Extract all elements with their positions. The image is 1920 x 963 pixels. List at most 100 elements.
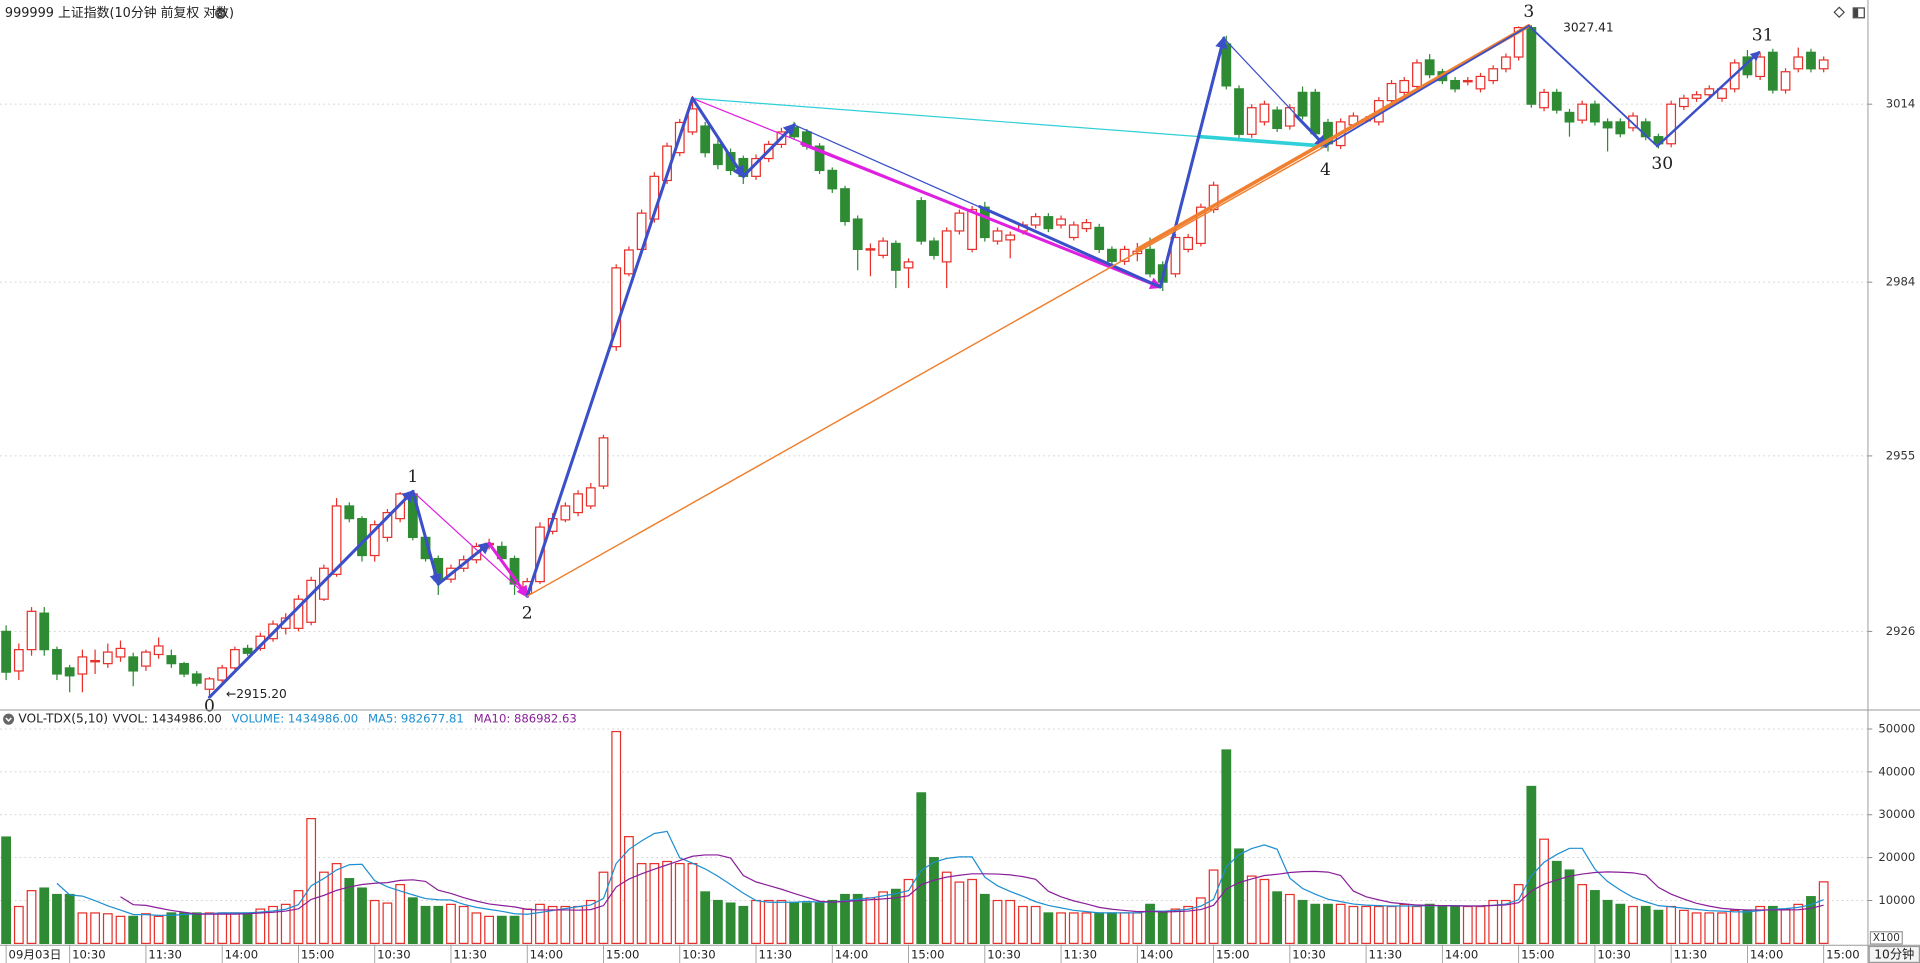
volume-bar [306,817,317,945]
wave-line [412,490,528,597]
candle-body [1666,103,1677,145]
candle-body [39,612,50,651]
candle-body [191,673,202,684]
candle-body [611,267,622,348]
x-tick-label: 11:30 [1674,948,1708,962]
candle-body [1717,88,1727,99]
volume-bar [1450,905,1460,945]
volume-bar [153,915,164,945]
candle-body [1678,97,1689,108]
candle-body [382,511,393,538]
wave-label: 31 [1752,25,1774,45]
volume-bar [1068,912,1079,945]
volume-bar [407,897,418,945]
volume-bar [268,905,278,945]
volume-bar [1678,909,1689,945]
candle-body [1691,94,1702,99]
volume-readout: MA10: 886982.63 [474,712,577,726]
x-tick-label: 15:00 [606,948,640,962]
candle-body [573,493,583,514]
x-tick-label: 11:30 [1369,948,1403,962]
volume-y-tick-label: 30000 [1878,807,1915,821]
volume-bar [1373,905,1384,945]
volume-bar [484,915,495,945]
candle-body [1,630,12,673]
volume-unit: X100 [1873,932,1900,944]
volume-bar [1170,908,1181,945]
volume-bar [1094,912,1105,945]
volume-bar [179,912,189,945]
volume-bar [13,905,24,945]
volume-bar [763,899,774,945]
wave-label: 1 [407,467,418,487]
volume-bar [1488,899,1499,945]
volume-bar [1806,896,1816,945]
candle-body [1793,56,1804,70]
panel-icon[interactable] [1852,7,1865,19]
candle-body [128,656,139,672]
volume-bar [611,730,622,945]
candle-body [1577,103,1588,121]
candle-body [1513,26,1524,58]
volume-bar [992,899,1003,945]
volume-bar [1729,909,1740,945]
volume-bar [1513,884,1524,945]
volume-bar [1119,912,1130,945]
candle-body [1818,59,1829,70]
volume-bar [1259,878,1270,945]
volume-title: VOL-TDX(5,10) [18,712,108,726]
volume-bar [357,887,367,945]
volume-bar [1081,912,1092,945]
period-box[interactable] [1868,945,1920,963]
volume-bar [280,903,291,945]
wave-line [436,541,492,586]
volume-bar [509,915,520,945]
volume-bar [1234,848,1244,945]
volume-bar [446,903,456,945]
volume-ma-line [120,854,1824,915]
volume-bar [1615,903,1626,945]
volume-bar [458,905,469,945]
volume-bar [890,888,901,945]
candle-body [153,645,164,656]
x-tick-label: 10:30 [682,948,716,962]
candle-body [1551,91,1562,111]
volume-bar [662,860,672,945]
y-tick-label: 2926 [1886,624,1916,638]
volume-bar [1157,912,1168,945]
volume-bar [1475,905,1486,945]
volume-bar [1043,912,1054,945]
wave-line [1199,134,1328,148]
volume-bar [293,890,304,945]
wave-line [741,123,796,178]
candle-body [712,143,723,166]
candle-body [1259,103,1270,123]
volume-bar [789,902,800,945]
candle-body [1145,248,1155,275]
candle-body [840,188,850,223]
title-menu-icon[interactable] [214,7,226,19]
candle-body [1767,51,1778,91]
candle-body [1272,109,1283,130]
candle-body [865,248,876,251]
volume-menu-icon[interactable] [3,713,15,725]
period-label: 10分钟 [1874,947,1914,962]
x-tick-label: 14:00 [1750,948,1784,962]
volume-bar [585,899,596,945]
candle-body [1068,224,1079,239]
volume-bar [255,908,266,945]
volume-bar [967,878,977,945]
wave-line [1135,24,1531,252]
candle-body [954,212,965,232]
volume-bar [1602,899,1613,945]
volume-bar [535,903,545,945]
diamond-icon[interactable] [1833,6,1845,19]
volume-bar [725,902,736,945]
volume-bar [26,890,37,945]
volume-bar [1780,908,1791,945]
candle-body [1501,56,1511,70]
candle-body [115,647,126,658]
candle-body [1005,234,1016,241]
